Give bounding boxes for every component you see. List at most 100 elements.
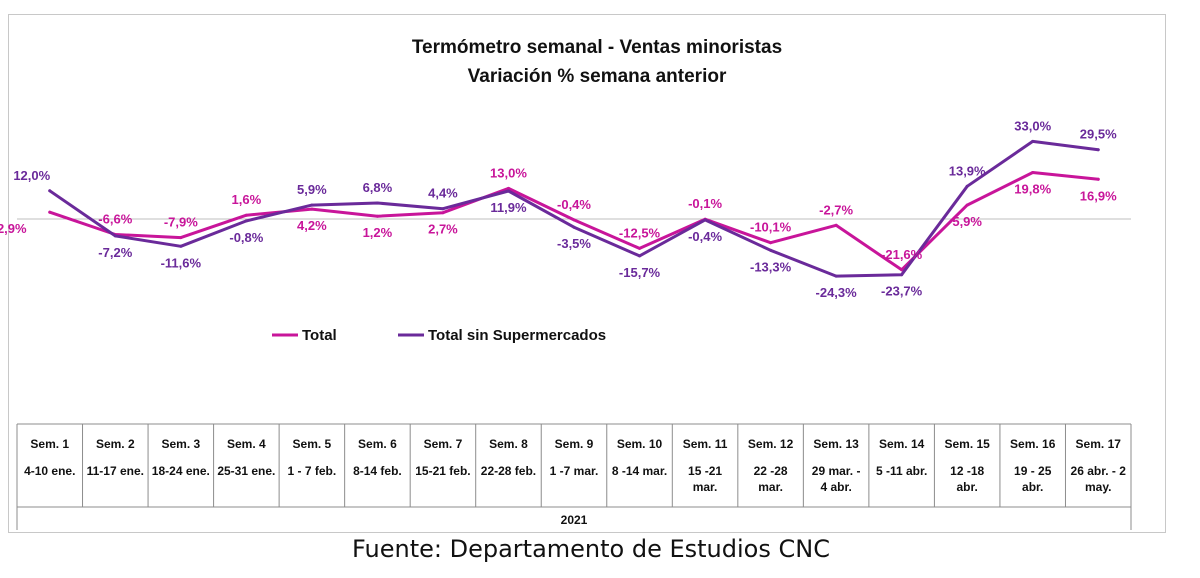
data-point: [965, 203, 969, 207]
data-point: [769, 241, 773, 245]
data-point: [703, 218, 707, 222]
data-point: [638, 246, 642, 250]
category-week-label: Sem. 2: [96, 437, 135, 451]
data-label-layer: 2,9% -6,6% -7,9% 1,6% 4,2% 1,2% 2,7% 13,0% -0,4%…: [0, 118, 1117, 300]
data-point: [506, 189, 510, 193]
data-label: -0,4%: [557, 197, 591, 212]
data-point: [441, 207, 445, 211]
data-point: [375, 201, 379, 205]
data-point: [572, 225, 576, 229]
data-point: [769, 248, 773, 252]
data-point: [900, 268, 904, 272]
category-date-label: 1 -7 mar.: [550, 464, 599, 478]
category-date-label: 25-31 ene.: [217, 464, 275, 478]
legend: Total Total sin Supermercados: [272, 327, 606, 344]
category-date-label: 22 -28: [754, 464, 788, 478]
data-label: -23,7%: [881, 284, 923, 299]
data-point: [1031, 171, 1035, 174]
data-point: [965, 184, 969, 188]
category-date-label: mar.: [758, 480, 783, 494]
data-label: -12,5%: [619, 225, 661, 240]
data-label: 5,9%: [297, 182, 327, 197]
category-week-label: Sem. 10: [617, 437, 663, 451]
data-label: -0,8%: [229, 230, 263, 245]
data-point: [834, 274, 838, 278]
data-label: -0,4%: [688, 229, 722, 244]
data-label: -21,6%: [881, 247, 923, 262]
data-point: [113, 234, 117, 238]
data-point: [638, 254, 642, 258]
category-date-label: may.: [1085, 480, 1111, 494]
category-week-label: Sem. 17: [1076, 437, 1122, 451]
category-date-label: 29 mar. -: [812, 464, 861, 478]
category-week-label: Sem. 5: [293, 437, 332, 451]
data-label: 4,4%: [428, 186, 458, 201]
category-week-label: Sem. 12: [748, 437, 794, 451]
data-point: [506, 186, 510, 190]
data-label: -10,1%: [750, 220, 792, 235]
category-date-label: 4-10 ene.: [24, 464, 75, 478]
category-week-label: Sem. 15: [944, 437, 990, 451]
data-point: [834, 223, 838, 227]
data-label: -7,2%: [98, 245, 132, 260]
data-label: 4,2%: [297, 218, 327, 233]
category-week-label: Sem. 3: [161, 437, 200, 451]
category-date-label: 26 abr. - 2: [1071, 464, 1127, 478]
data-label: 16,9%: [1080, 188, 1117, 203]
category-date-label: 19 - 25: [1014, 464, 1052, 478]
data-label: 11,9%: [490, 200, 527, 215]
data-point: [48, 210, 52, 214]
data-label: -13,3%: [750, 259, 792, 274]
data-label: 1,6%: [232, 192, 262, 207]
chart-frame: [8, 14, 1166, 533]
chart-title: Termómetro semanal - Ventas minoristas: [412, 37, 782, 58]
category-week-label: Sem. 14: [879, 437, 925, 451]
data-label: 5,9%: [952, 214, 982, 229]
data-point: [441, 211, 445, 215]
category-date-label: 4 abr.: [820, 480, 851, 494]
category-week-label: Sem. 8: [489, 437, 528, 451]
data-label: 33,0%: [1014, 118, 1051, 133]
data-label: -24,3%: [816, 285, 858, 300]
data-label: -6,6%: [98, 212, 132, 227]
data-label: -3,5%: [557, 236, 591, 251]
data-point: [179, 244, 183, 248]
category-date-label: 11-17 ene.: [87, 464, 144, 478]
data-label: 2,9%: [0, 221, 27, 236]
category-date-label: 12 -18: [950, 464, 984, 478]
category-week-label: Sem. 7: [424, 437, 463, 451]
data-point: [310, 203, 314, 207]
data-point: [1096, 177, 1100, 181]
data-label: -7,9%: [164, 215, 198, 230]
source-note: Fuente: Departamento de Estudios CNC: [352, 535, 830, 563]
data-point: [375, 214, 379, 218]
chart-subtitle: Variación % semana anterior: [468, 66, 727, 87]
data-label: -0,1%: [688, 196, 722, 211]
category-week-label: Sem. 13: [813, 437, 859, 451]
data-point: [572, 218, 576, 222]
data-point: [310, 207, 314, 211]
category-date-label: 18-24 ene.: [152, 464, 210, 478]
data-point: [244, 219, 248, 223]
category-date-label: 8-14 feb.: [353, 464, 402, 478]
data-label: 12,0%: [13, 168, 50, 183]
category-week-label: Sem. 9: [555, 437, 594, 451]
category-date-label: abr.: [956, 480, 977, 494]
data-point: [1031, 139, 1035, 143]
data-point: [900, 273, 904, 277]
category-week-label: Sem. 16: [1010, 437, 1056, 451]
category-date-label: abr.: [1022, 480, 1043, 494]
data-point: [244, 213, 248, 217]
category-date-label: 5 -11 abr.: [876, 464, 927, 478]
category-date-label: mar.: [693, 480, 718, 494]
data-label: 13,0%: [490, 165, 527, 180]
category-date-label: 8 -14 mar.: [612, 464, 667, 478]
data-label: -2,7%: [819, 202, 853, 217]
data-point: [48, 189, 52, 193]
data-label: 1,2%: [363, 225, 393, 240]
data-label: -11,6%: [161, 255, 202, 270]
category-date-label: 15-21 feb.: [415, 464, 470, 478]
category-week-label: Sem. 6: [358, 437, 397, 451]
data-point: [1096, 148, 1100, 152]
